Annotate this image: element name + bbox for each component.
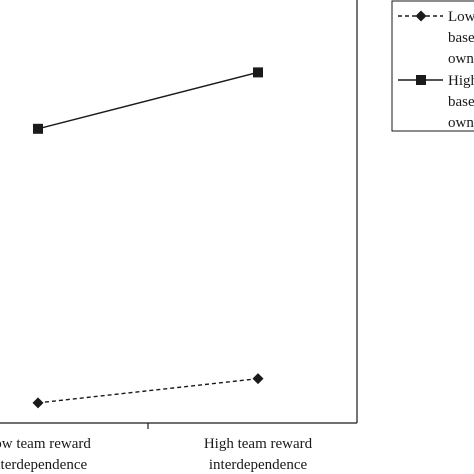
data-point [252, 373, 264, 385]
x-axis-tick-labels: Low team rewardinterdependenceHigh team … [0, 436, 313, 473]
legend-label: High [448, 73, 474, 89]
x-tick-label: Low team reward interdependence [0, 436, 91, 473]
x-tick-label-line: High team reward [204, 436, 313, 452]
data-point [253, 67, 263, 78]
series-line [37, 71, 259, 130]
x-tick-label: High team reward interdependence [204, 436, 313, 473]
series-line [37, 377, 259, 404]
legend-entry: High based own [398, 73, 474, 131]
plot-frame [0, 0, 358, 424]
legend-label: based [448, 94, 474, 110]
legend-box [391, 0, 474, 132]
legend-label: own [448, 51, 474, 67]
legend-label: Low [448, 9, 474, 25]
x-tick-label-line: interdependence [209, 457, 308, 473]
legend-marker [416, 75, 426, 85]
series-low [32, 373, 264, 409]
legend-label: based [448, 30, 474, 46]
x-tick-label-line: Low team reward [0, 436, 91, 452]
series-high [33, 67, 263, 134]
data-point [32, 397, 44, 409]
legend-marker [415, 10, 427, 22]
legend: Low based own High based own [391, 0, 474, 132]
series-layer [32, 67, 264, 409]
data-point [33, 123, 43, 134]
legend-entry: Low based own [398, 9, 474, 67]
x-tick-label-line: interdependence [0, 457, 87, 473]
legend-label: own [448, 115, 474, 131]
